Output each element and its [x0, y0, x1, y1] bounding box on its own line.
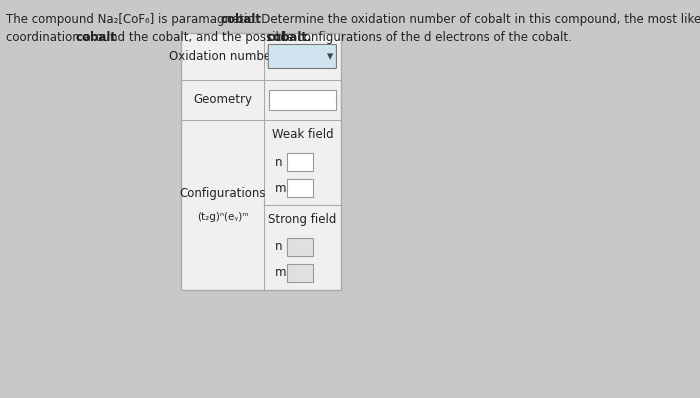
Text: cobalt: cobalt: [220, 13, 262, 26]
Text: n =: n =: [275, 240, 296, 254]
Bar: [287, 238, 313, 256]
Bar: [287, 264, 313, 282]
Text: cobalt.: cobalt.: [267, 31, 313, 44]
Bar: [269, 90, 336, 110]
Text: cobalt: cobalt: [76, 31, 117, 44]
Bar: [181, 33, 341, 290]
Text: Strong field: Strong field: [268, 213, 337, 226]
Bar: [287, 179, 313, 197]
Text: The compound Na₂[CoF₆] is paramagnetic. Determine the oxidation number of cobalt: The compound Na₂[CoF₆] is paramagnetic. …: [6, 13, 700, 26]
Text: Configurations: Configurations: [179, 187, 266, 199]
Text: ▾: ▾: [327, 50, 333, 63]
Text: (t₂g)ⁿ(eᵧ)ᵐ: (t₂g)ⁿ(eᵧ)ᵐ: [197, 212, 248, 222]
Bar: [287, 153, 313, 171]
Text: m =: m =: [275, 267, 300, 279]
Text: coordination around the cobalt, and the possible configurations of the d electro: coordination around the cobalt, and the …: [6, 31, 572, 44]
Text: m =: m =: [275, 181, 300, 195]
Text: n =: n =: [275, 156, 296, 168]
Text: Weak field: Weak field: [272, 127, 333, 140]
FancyBboxPatch shape: [268, 45, 337, 68]
Text: Oxidation number: Oxidation number: [169, 50, 276, 63]
Text: Geometry: Geometry: [193, 94, 252, 107]
